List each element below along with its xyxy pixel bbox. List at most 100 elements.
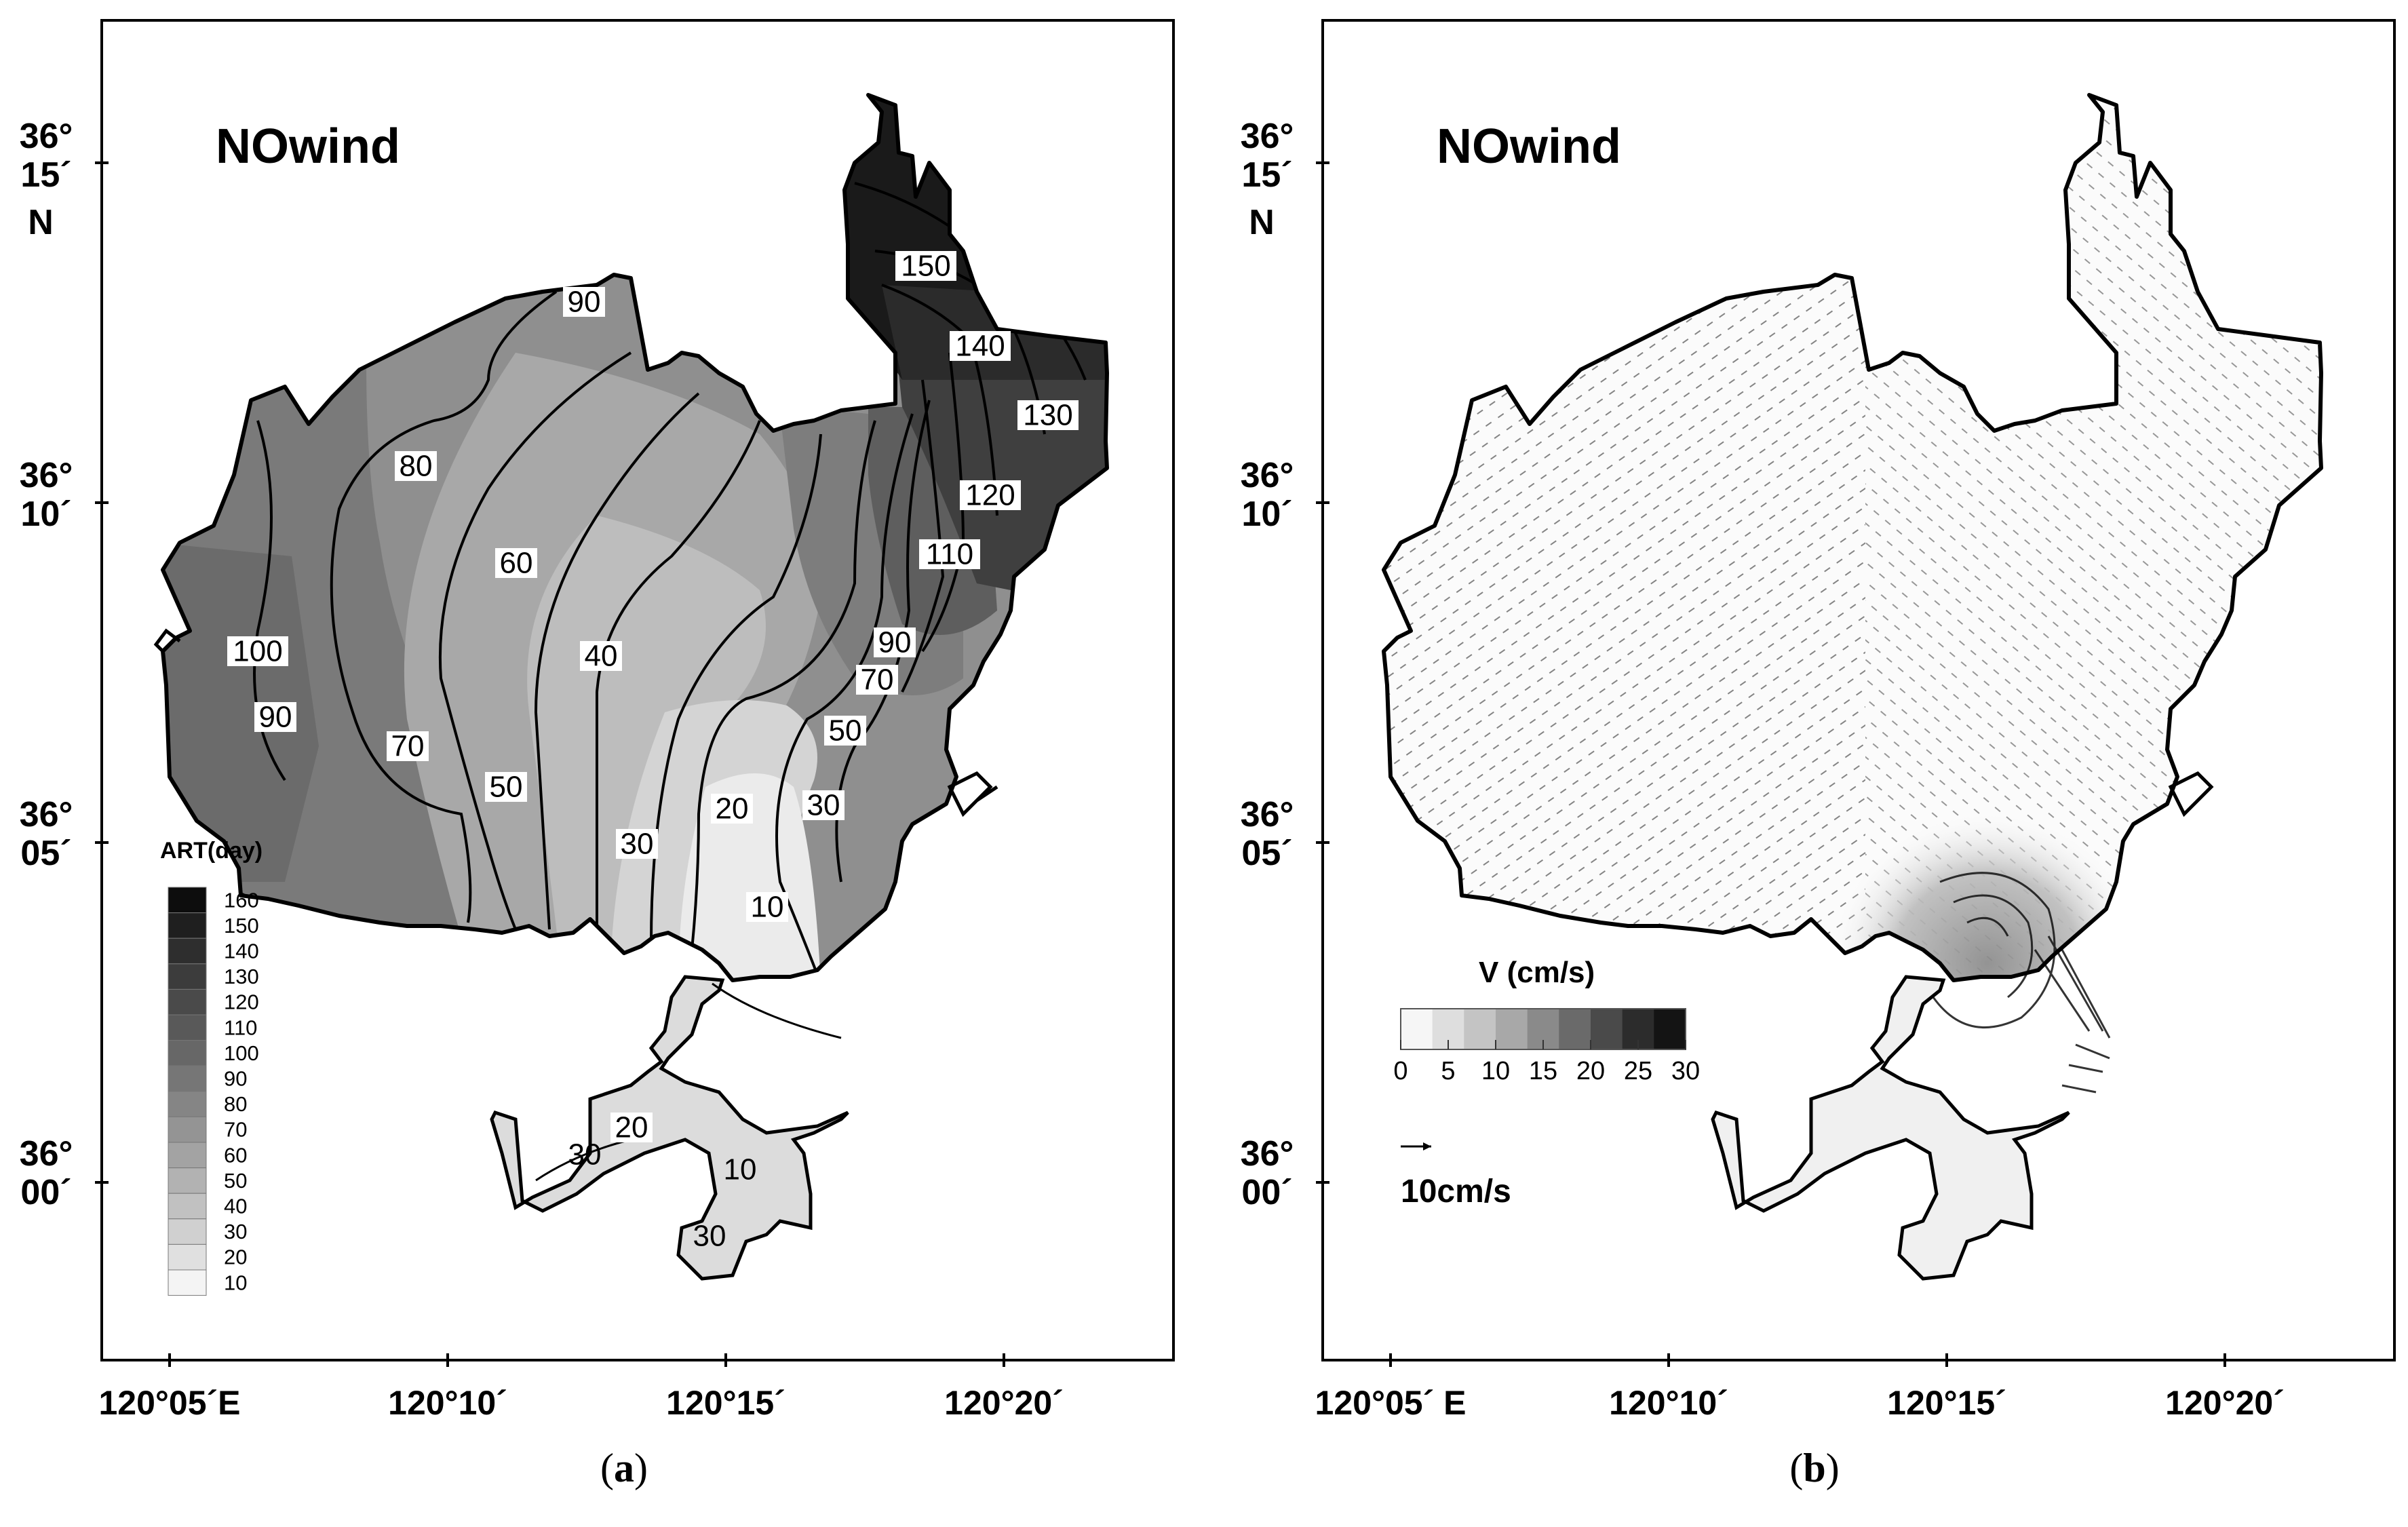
legend-level-label: 40 [224, 1195, 247, 1218]
contour-label: 20 [711, 792, 753, 826]
legend-level-label: 20 [224, 1245, 247, 1269]
legend-level-label: 110 [224, 1016, 257, 1039]
contour-label: 10 [724, 1153, 757, 1186]
svg-text:90: 90 [259, 701, 292, 734]
y-tick-label: 36° [20, 456, 73, 495]
speed-tick-label: 0 [1393, 1057, 1407, 1085]
panel-b-scale-vector: 10cm/s [1401, 1142, 1511, 1210]
legend-level-label: 60 [224, 1143, 247, 1167]
contour-label: 100 [227, 635, 288, 668]
svg-text:70: 70 [861, 663, 894, 697]
svg-text:110: 110 [926, 538, 973, 571]
svg-text:90: 90 [878, 626, 912, 659]
svg-text:30: 30 [621, 828, 654, 861]
y-tick-label: N [28, 203, 54, 242]
legend-level-label: 160 [224, 888, 259, 912]
legend-level-label: 70 [224, 1118, 247, 1142]
contour-label: 50 [824, 714, 866, 748]
contour-label: 50 [485, 771, 527, 804]
speed-swatch [1496, 1009, 1528, 1049]
caption-a-letter: a [614, 1446, 634, 1490]
contour-label: 30 [616, 828, 658, 861]
panel-b-south-channel [1711, 975, 2070, 1281]
svg-text:20: 20 [615, 1111, 648, 1144]
legend-level-label: 90 [224, 1067, 247, 1091]
panel-b-y-axis: 36° 15´ N 36° 10´ 36° 05´ 36° 00´ [1241, 117, 1329, 1212]
x-tick-label: 120°20´ [944, 1384, 1064, 1422]
svg-text:20: 20 [716, 792, 749, 826]
legend-swatch [168, 1218, 207, 1245]
panel-a-y-axis: 36° 15´ N 36° 10´ 36° 05´ 36° 00´ [20, 117, 109, 1212]
legend-level-label: 120 [224, 990, 259, 1014]
panel-a-title: NOwind [216, 119, 400, 174]
y-tick-label: 36° [20, 1134, 73, 1174]
contour-label: 90 [563, 286, 605, 319]
contour-label: 20 [610, 1111, 653, 1144]
speed-tick-label: 5 [1441, 1057, 1455, 1085]
legend-swatch [168, 1193, 207, 1220]
speed-tick-label: 20 [1576, 1057, 1605, 1085]
svg-text:30: 30 [693, 1220, 726, 1253]
legend-swatch [168, 1167, 207, 1194]
contour-label: 10 [746, 891, 788, 924]
contour-label: 110 [919, 538, 980, 571]
x-tick-label: 120°10´ [1609, 1384, 1728, 1422]
contour-label: 70 [856, 663, 898, 697]
y-tick-label: 15´ [1241, 155, 1292, 195]
x-tick-label: 120°05´ E [1315, 1384, 1467, 1422]
panel-b-x-axis: 120°05´ E 120°10´ 120°15´ 120°20´ [1315, 1353, 2285, 1422]
svg-text:50: 50 [829, 714, 862, 748]
svg-text:90: 90 [568, 286, 601, 319]
contour-label: 80 [395, 450, 437, 483]
contour-label: 150 [895, 250, 956, 283]
y-tick-label: 10´ [20, 495, 71, 534]
y-tick-label: 36° [1241, 117, 1294, 156]
legend-swatch [168, 1040, 207, 1066]
legend-swatch [168, 1014, 207, 1041]
panel-b-title: NOwind [1437, 119, 1621, 174]
legend-level-label: 150 [224, 914, 259, 938]
contour-label: 90 [254, 701, 296, 734]
svg-text:10: 10 [724, 1153, 757, 1186]
panel-b: NOwind V (cm/s) 0 5 10 15 20 25 30 10cm/s 36° … [1241, 19, 2396, 1422]
svg-text:120: 120 [965, 479, 1015, 512]
y-tick-label: 10´ [1241, 495, 1292, 534]
svg-text:30: 30 [568, 1138, 602, 1172]
y-tick-label: 36° [1241, 456, 1294, 495]
y-tick-label: N [1249, 203, 1275, 242]
speed-swatch [1464, 1009, 1496, 1049]
legend-swatch [168, 1243, 207, 1271]
svg-text:30: 30 [807, 789, 840, 822]
svg-text:130: 130 [1023, 399, 1072, 432]
y-tick-label: 05´ [20, 834, 71, 873]
legend-swatch [168, 1091, 207, 1117]
y-tick-label: 36° [1241, 795, 1294, 834]
legend-level-label: 10 [224, 1271, 247, 1294]
y-tick-label: 05´ [1241, 834, 1292, 873]
legend-level-label: 30 [224, 1220, 247, 1243]
contour-label: 90 [874, 626, 916, 659]
svg-text:40: 40 [585, 640, 618, 673]
x-tick-label: 120°20´ [2165, 1384, 2285, 1422]
legend-swatch [168, 938, 207, 965]
caption-a: (a) [600, 1446, 648, 1490]
contour-label: 30 [693, 1220, 726, 1253]
svg-text:70: 70 [391, 730, 425, 763]
speed-legend-title: V (cm/s) [1479, 956, 1595, 989]
legend-swatch [168, 963, 207, 990]
legend-title: ART(day) [160, 838, 263, 864]
speed-swatch [1559, 1009, 1591, 1049]
speed-swatch [1654, 1009, 1686, 1049]
y-tick-label: 00´ [1241, 1173, 1292, 1212]
panel-a-coastline [161, 93, 1109, 982]
legend-swatch [168, 1065, 207, 1092]
speed-swatch [1401, 1009, 1433, 1049]
panel-b-legend: V (cm/s) 0 5 10 15 20 25 30 [1393, 956, 1700, 1085]
legend-level-label: 50 [224, 1169, 247, 1193]
panel-a: 150 140 130 120 110 90 100 80 60 40 90 7… [20, 19, 1175, 1422]
legend-swatch [168, 887, 207, 914]
contour-label: 70 [387, 730, 429, 763]
svg-text:60: 60 [500, 547, 533, 580]
caption-b-letter: b [1803, 1446, 1826, 1490]
